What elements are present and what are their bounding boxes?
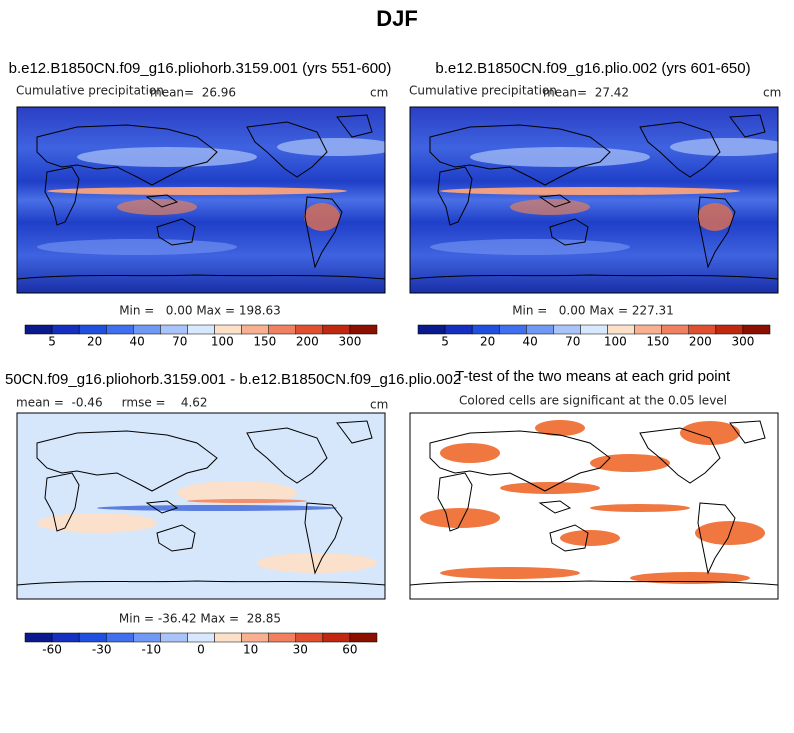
- colorbar-box: [51, 632, 80, 643]
- colorbar-label: 5: [441, 335, 449, 349]
- map: [16, 412, 386, 600]
- colorbar-label: 70: [172, 335, 187, 349]
- map: [16, 106, 386, 294]
- mean-label: mean= 26.96: [150, 86, 236, 100]
- units-label: cm: [763, 86, 781, 100]
- colorbar-box: [417, 324, 446, 335]
- panel-title: 50CN.f09_g16.pliohorb.3159.001 - b.e12.B…: [5, 371, 461, 388]
- panel-title: b.e12.B1850CN.f09_g16.plio.002 (yrs 601-…: [435, 60, 750, 77]
- colorbar-box: [78, 632, 107, 643]
- colorbar-box: [214, 632, 242, 643]
- colorbar-box: [349, 324, 378, 335]
- colorbar-box: [133, 632, 161, 643]
- colorbar-box: [322, 632, 351, 643]
- colorbar-label: 40: [523, 335, 538, 349]
- colorbar-box: [322, 324, 351, 335]
- colorbar-label: 20: [87, 335, 102, 349]
- colorbar-box: [688, 324, 717, 335]
- map: [409, 412, 779, 600]
- colorbar-label: 300: [338, 335, 361, 349]
- panel-subtitle: Colored cells are significant at the 0.0…: [459, 394, 727, 408]
- colorbar-box: [160, 632, 188, 643]
- colorbar-box: [214, 324, 242, 335]
- min-max-label: Min = 0.00 Max = 227.31: [512, 304, 674, 318]
- min-max-label: Min = -36.42 Max = 28.85: [119, 612, 281, 626]
- min-max-label: Min = 0.00 Max = 198.63: [119, 304, 281, 318]
- colorbar-box: [133, 324, 161, 335]
- colorbar-box: [471, 324, 500, 335]
- colorbar-label: 5: [48, 335, 56, 349]
- mean-label: mean= 27.42: [543, 86, 629, 100]
- colorbar-box: [268, 324, 297, 335]
- colorbar-label: 0: [197, 643, 205, 657]
- colorbar-box: [268, 632, 297, 643]
- panel-title: T-test of the two means at each grid poi…: [455, 368, 731, 385]
- colorbar-label: 200: [296, 335, 319, 349]
- panel-subtitle: mean = -0.46 rmse = 4.62: [16, 396, 208, 410]
- colorbar-label: 150: [646, 335, 669, 349]
- panel-subtitle: Cumulative precipitation: [16, 84, 164, 98]
- figure-title: DJF: [376, 6, 418, 31]
- colorbar-label: -60: [42, 643, 62, 657]
- colorbar-label: 70: [565, 335, 580, 349]
- colorbar-box: [742, 324, 771, 335]
- colorbar-label: 200: [689, 335, 712, 349]
- colorbar-box: [160, 324, 188, 335]
- colorbar-label: 300: [731, 335, 754, 349]
- units-label: cm: [370, 86, 388, 100]
- colorbar-box: [295, 632, 324, 643]
- colorbar-label: -10: [142, 643, 162, 657]
- colorbar-box: [241, 632, 269, 643]
- colorbar-box: [553, 324, 581, 335]
- colorbar-box: [24, 324, 53, 335]
- colorbar-label: 100: [604, 335, 627, 349]
- colorbar-label: 60: [342, 643, 357, 657]
- colorbar-box: [78, 324, 107, 335]
- colorbar-box: [607, 324, 635, 335]
- colorbar-label: -30: [92, 643, 112, 657]
- colorbar-box: [715, 324, 744, 335]
- colorbar-box: [241, 324, 269, 335]
- colorbar-label: 100: [211, 335, 234, 349]
- colorbar-box: [661, 324, 690, 335]
- colorbar-label: 20: [480, 335, 495, 349]
- units-label: cm: [370, 398, 388, 412]
- colorbar-box: [24, 632, 53, 643]
- colorbar-label: 30: [293, 643, 308, 657]
- map: [409, 106, 779, 294]
- colorbar-box: [187, 632, 215, 643]
- colorbar-label: 10: [243, 643, 258, 657]
- colorbar-box: [349, 632, 378, 643]
- colorbar-box: [634, 324, 662, 335]
- colorbar-box: [51, 324, 80, 335]
- panel-title: b.e12.B1850CN.f09_g16.pliohorb.3159.001 …: [9, 60, 392, 77]
- colorbar-box: [105, 632, 134, 643]
- colorbar-label: 40: [130, 335, 145, 349]
- colorbar-box: [526, 324, 554, 335]
- colorbar-box: [105, 324, 134, 335]
- colorbar-box: [295, 324, 324, 335]
- panel-subtitle: Cumulative precipitation: [409, 84, 557, 98]
- colorbar-box: [580, 324, 608, 335]
- colorbar-label: 150: [253, 335, 276, 349]
- colorbar-box: [187, 324, 215, 335]
- colorbar-box: [498, 324, 527, 335]
- colorbar-box: [444, 324, 473, 335]
